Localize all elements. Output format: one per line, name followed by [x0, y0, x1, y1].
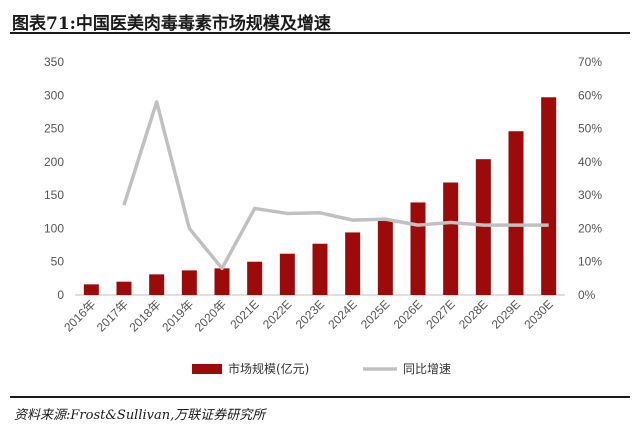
bar	[279, 253, 295, 295]
x-tick-label: 2017年	[94, 297, 131, 334]
bar	[83, 284, 99, 295]
title-bar: 图表71:中国医美肉毒毒素市场规模及增速	[10, 6, 630, 34]
y-tick-label: 200	[44, 155, 64, 169]
y-tick-label: 250	[44, 122, 64, 136]
bar	[377, 220, 393, 295]
bar	[214, 268, 230, 295]
bar	[508, 131, 524, 295]
bar	[443, 182, 459, 295]
y2-tick-label: 70%	[578, 55, 602, 69]
bar	[116, 281, 132, 295]
y2-tick-label: 10%	[578, 255, 602, 269]
x-tick-label: 2025E	[358, 297, 392, 331]
chart-title: 图表71:中国医美肉毒毒素市场规模及增速	[12, 14, 331, 34]
bar	[541, 97, 557, 295]
legend-bar-label: 市场规模(亿元)	[228, 361, 309, 376]
legend-bar-swatch	[192, 364, 222, 374]
chart-area: 0 50 100 150 200 250 300 350 0% 10% 20% 30% 40% 50% 60…	[44, 55, 602, 376]
y2-tick-label: 60%	[578, 88, 602, 102]
bar	[181, 270, 197, 295]
bar	[247, 261, 263, 295]
y2-tick-label: 20%	[578, 221, 602, 235]
x-tick-label: 2019年	[159, 297, 196, 334]
bar	[475, 159, 491, 295]
x-tick-label: 2018年	[127, 297, 164, 334]
source-bar: 资料来源:Frost&Sullivan,万联证券研究所	[10, 396, 630, 426]
x-tick-label: 2022E	[260, 297, 294, 331]
y2-tick-label: 40%	[578, 155, 602, 169]
y2-tick-label: 30%	[578, 188, 602, 202]
y-tick-label: 0	[57, 288, 64, 302]
growth-line	[122, 100, 549, 271]
y2-tick-label: 50%	[578, 122, 602, 136]
y-tick-label: 350	[44, 55, 64, 69]
y-tick-label: 300	[44, 88, 64, 102]
x-tick-label: 2027E	[423, 297, 457, 331]
legend-line-label: 同比增速	[403, 362, 451, 376]
x-tick-label: 2021E	[227, 297, 261, 331]
y-tick-label: 100	[44, 221, 64, 235]
source-note: 资料来源:Frost&Sullivan,万联证券研究所	[14, 408, 266, 423]
bar	[410, 202, 426, 295]
x-tick-label: 2023E	[293, 297, 327, 331]
x-tick-label: 2024E	[325, 297, 359, 331]
bar	[345, 232, 361, 295]
x-tick-label: 2029E	[489, 297, 523, 331]
y-tick-label: 50	[51, 255, 65, 269]
x-tick-label: 2020年	[192, 297, 229, 334]
x-tick-label: 2026E	[391, 297, 425, 331]
x-tick-label: 2028E	[456, 297, 490, 331]
x-tick-label: 2030E	[521, 297, 555, 331]
y-tick-label: 150	[44, 188, 64, 202]
bar	[149, 274, 165, 295]
bar	[312, 243, 328, 295]
x-tick-label: 2016年	[61, 297, 98, 334]
y2-tick-label: 0%	[578, 288, 596, 302]
